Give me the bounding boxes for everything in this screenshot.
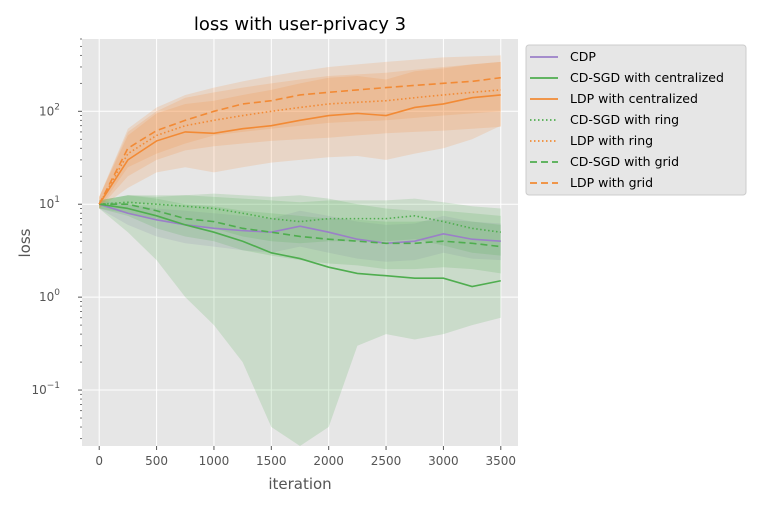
legend-box [525,44,747,196]
line-cd-sgd-with-centralized [99,203,501,288]
grid [82,39,518,446]
x-tick-label: 3000 [428,454,459,468]
line-cd-sgd-with-grid [99,203,501,248]
legend-label: CD-SGD with ring [570,112,679,127]
line-ldp-with-centralized [98,94,501,205]
y-axis: 10−1 100 101 102 [31,38,82,440]
band-cd-sgd-with-centralized [99,193,501,446]
legend: CDP CD-SGD with centralized LDP with centr… [525,44,747,196]
legend-label: CD-SGD with grid [570,154,679,169]
x-axis: 0 500 1000 1500 2000 2500 3000 3500 [95,446,516,468]
band-cdp [99,200,501,262]
y-tick-label: 100 [39,288,60,304]
y-tick-label: 102 [39,102,60,118]
x-axis-label: iteration [268,475,331,493]
legend-label: LDP with ring [570,133,653,148]
x-tick-label: 3500 [486,454,517,468]
legend-label: CD-SGD with centralized [570,70,724,85]
x-tick-label: 1500 [256,454,287,468]
line-cd-sgd-with-ring [99,201,501,233]
x-tick-label: 2500 [371,454,402,468]
y-tick-label: 101 [39,195,60,211]
legend-label: LDP with centralized [570,91,698,106]
series-lines [98,76,501,288]
x-tick-label: 2000 [313,454,344,468]
confidence-bands [99,55,501,446]
chart-title: loss with user-privacy 3 [194,14,406,35]
x-tick-label: 500 [145,454,168,468]
legend-label: CDP [570,49,596,64]
band-ldp-with-centralized [99,61,501,209]
y-tick-label: 10−1 [31,381,60,397]
x-tick-label: 0 [95,454,103,468]
band-ldp-with-ring [99,61,501,209]
plot-area [82,39,518,446]
band-ldp-with-grid [99,55,501,209]
line-ldp-with-ring [98,89,501,205]
line-ldp-with-grid [98,76,501,205]
y-axis-label: loss [16,228,34,257]
band-cd-sgd-with-grid [99,195,501,274]
line-cdp [98,203,501,245]
x-tick-label: 1000 [199,454,230,468]
legend-label: LDP with grid [570,175,653,190]
